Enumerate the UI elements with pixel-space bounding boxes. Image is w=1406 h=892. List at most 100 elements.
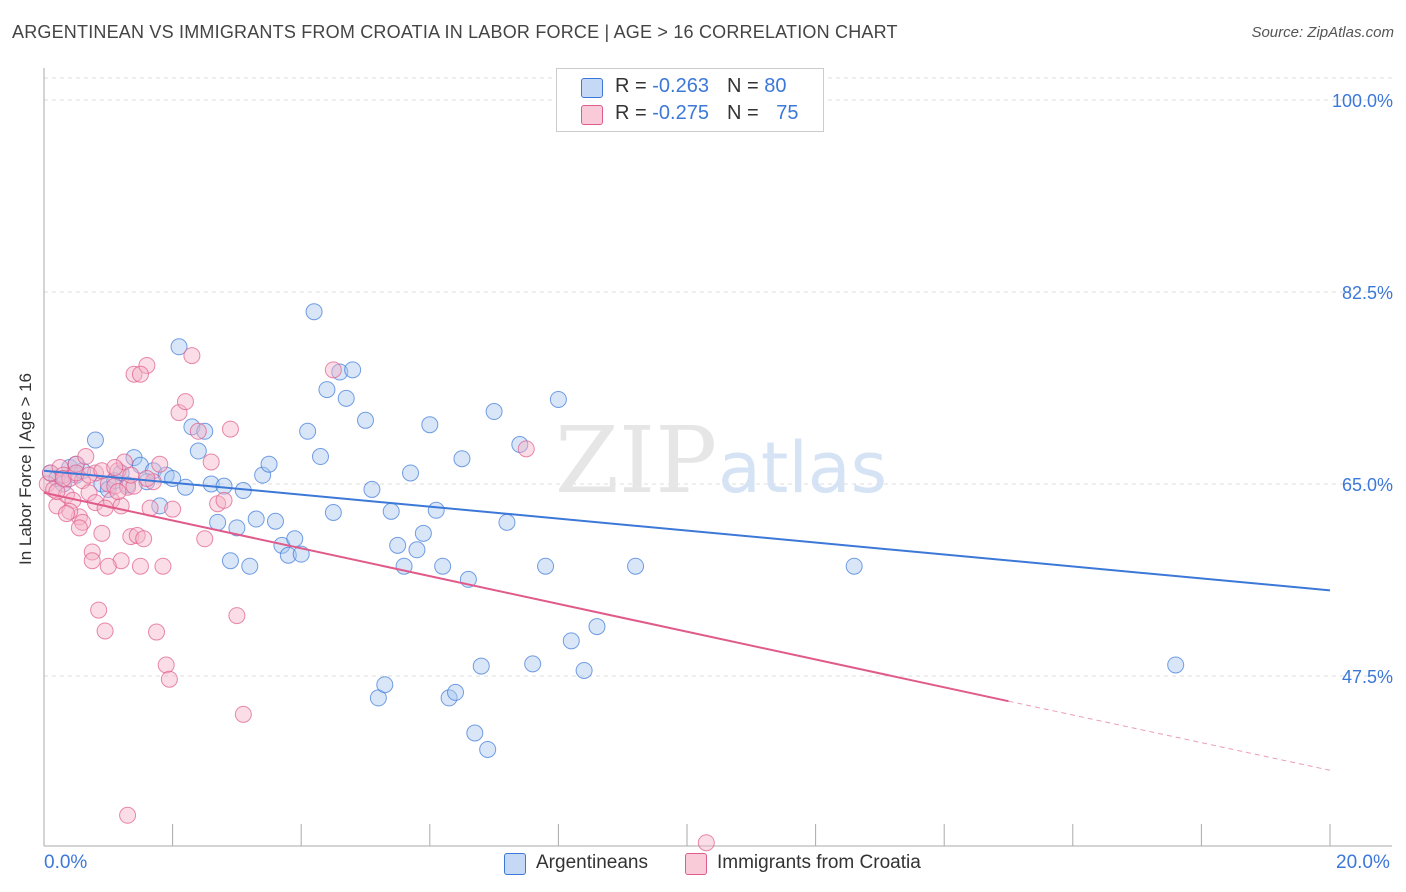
point-argentineans — [1167, 656, 1185, 674]
point-croatia — [228, 607, 246, 625]
point-croatia — [183, 347, 201, 365]
pink-square-icon — [685, 853, 707, 875]
point-croatia — [122, 528, 140, 546]
point-argentineans — [209, 513, 227, 531]
legend-n-label: N = — [726, 75, 765, 97]
legend-r-value: -0.275 — [652, 102, 709, 124]
point-croatia — [112, 552, 130, 570]
point-croatia — [324, 361, 342, 379]
point-croatia — [154, 557, 172, 575]
point-croatia — [221, 420, 239, 438]
trend-lines — [43, 469, 1331, 771]
point-argentineans — [408, 541, 426, 559]
data-points — [38, 303, 1185, 852]
point-croatia — [151, 455, 169, 473]
point-argentineans — [414, 524, 432, 542]
point-argentineans — [241, 557, 259, 575]
source-label: Source: ZipAtlas.com — [1251, 24, 1394, 41]
point-argentineans — [311, 448, 329, 466]
point-argentineans — [549, 390, 567, 408]
y-axis-label: In Labor Force | Age > 16 — [16, 372, 35, 565]
y-tick-label: 100.0% — [1332, 91, 1393, 111]
point-argentineans — [472, 657, 490, 675]
point-croatia — [164, 500, 182, 518]
chart-title: ARGENTINEAN VS IMMIGRANTS FROM CROATIA I… — [12, 22, 898, 42]
point-argentineans — [376, 676, 394, 694]
point-croatia — [54, 469, 72, 487]
point-croatia — [131, 365, 149, 383]
point-croatia — [135, 530, 153, 548]
point-argentineans — [260, 455, 278, 473]
point-croatia — [189, 422, 207, 440]
correlation-legend: R = -0.263 N = 80 R = -0.275 N = 75 — [556, 68, 824, 132]
point-argentineans — [537, 557, 555, 575]
point-argentineans — [299, 422, 317, 440]
point-croatia — [234, 705, 252, 723]
point-argentineans — [254, 466, 272, 484]
point-croatia — [80, 484, 98, 502]
point-argentineans — [189, 442, 207, 460]
legend-label-argentineans: Argentineans — [536, 852, 648, 873]
point-croatia — [170, 404, 188, 422]
point-argentineans — [228, 519, 246, 537]
point-croatia — [77, 448, 95, 466]
legend-n-value: 75 — [776, 102, 799, 124]
point-croatia — [517, 440, 535, 458]
point-croatia — [119, 806, 137, 824]
blue-square-icon — [504, 853, 526, 875]
point-croatia — [160, 670, 178, 688]
point-argentineans — [453, 450, 471, 468]
point-croatia — [99, 557, 117, 575]
watermark-zip: ZIP — [555, 407, 717, 514]
tick-labels: 47.5% 65.0% 82.5% 100.0% — [1332, 91, 1393, 687]
point-argentineans — [196, 422, 214, 440]
point-croatia — [131, 557, 149, 575]
point-croatia — [90, 601, 108, 619]
point-argentineans — [318, 381, 336, 399]
point-croatia — [176, 393, 194, 411]
point-croatia — [138, 356, 156, 374]
point-croatia — [125, 365, 143, 383]
point-croatia — [106, 458, 124, 476]
point-argentineans — [337, 389, 355, 407]
trend-line-argentineans — [43, 469, 1331, 592]
blue-swatch-icon — [581, 78, 603, 98]
point-croatia — [83, 552, 101, 570]
point-argentineans — [466, 724, 484, 742]
point-croatia — [93, 462, 111, 480]
point-croatia — [61, 502, 79, 520]
point-argentineans — [434, 557, 452, 575]
point-argentineans — [447, 683, 465, 701]
y-tick-label: 82.5% — [1342, 283, 1393, 303]
point-argentineans — [524, 655, 542, 673]
point-argentineans — [389, 536, 407, 554]
y-tick-label: 65.0% — [1342, 475, 1393, 495]
point-argentineans — [221, 552, 239, 570]
point-argentineans — [627, 557, 645, 575]
point-croatia — [148, 623, 166, 641]
legend-r-label: R = — [615, 75, 653, 97]
point-argentineans — [344, 361, 362, 379]
legend-r-value: -0.263 — [652, 75, 709, 97]
point-croatia — [96, 622, 114, 640]
legend-n-value: 80 — [764, 75, 787, 97]
watermark-atlas: atlas — [718, 427, 887, 509]
point-croatia — [83, 543, 101, 561]
point-croatia — [74, 513, 92, 531]
point-argentineans — [357, 411, 374, 429]
point-argentineans — [170, 338, 188, 356]
point-croatia — [196, 530, 214, 548]
point-croatia — [109, 483, 127, 501]
point-argentineans — [286, 530, 304, 548]
point-argentineans — [176, 478, 194, 496]
point-croatia — [138, 469, 156, 487]
legend-n-label: N = — [726, 102, 765, 124]
legend-r-label: R = — [615, 102, 653, 124]
point-argentineans — [331, 363, 349, 381]
point-croatia — [86, 464, 104, 482]
point-argentineans — [588, 618, 606, 636]
point-argentineans — [427, 501, 445, 519]
point-argentineans — [845, 557, 863, 575]
point-croatia — [93, 524, 111, 542]
point-argentineans — [247, 510, 265, 528]
